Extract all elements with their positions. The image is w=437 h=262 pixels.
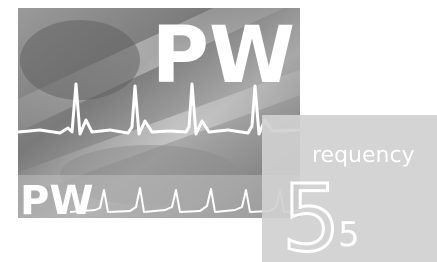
digit-small: 5 [338, 215, 360, 255]
title-small: PW [20, 178, 93, 224]
title-large: PW [152, 11, 295, 101]
digit-large: 5 [282, 165, 341, 262]
page: PW PW requency 5 5 (() => { const data =… [0, 0, 437, 262]
graphic: PW PW requency 5 5 [0, 0, 437, 262]
frequency-panel: requency 5 5 [262, 115, 437, 262]
shadow [20, 20, 140, 100]
